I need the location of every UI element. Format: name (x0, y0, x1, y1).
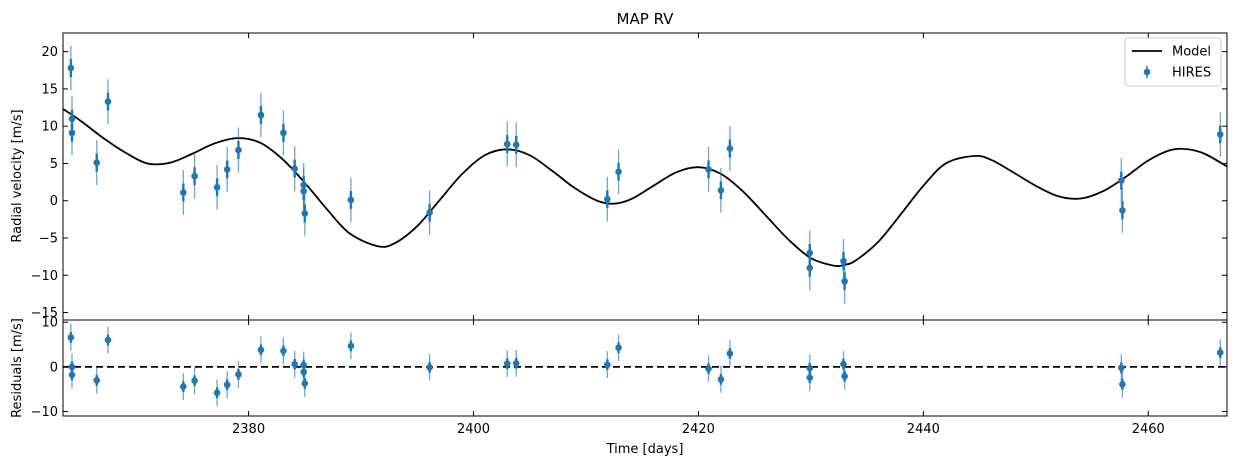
residuals-ticks: −10 0 10 2380 2400 2420 2440 2460 (31, 316, 1227, 437)
x-tick-label: 2380 (232, 422, 265, 437)
residuals-y-axis-label: Residuals [m/s] (10, 318, 25, 418)
data-point (213, 389, 221, 397)
data-point (604, 195, 611, 203)
data-point (213, 184, 221, 191)
data-point (604, 361, 611, 368)
y-tick-label: 0 (50, 360, 58, 375)
data-point (503, 360, 511, 368)
residuals-panel: −10 0 10 2380 2400 2420 2440 2460 Residuals [m/… (10, 316, 1228, 457)
data-point (67, 334, 75, 341)
residuals-axes-frame (62, 319, 1228, 417)
data-point (615, 344, 622, 351)
model-curve (62, 108, 1228, 267)
data-point (223, 381, 231, 389)
data-point (291, 360, 298, 368)
data-point (1216, 349, 1224, 356)
data-point (68, 129, 76, 137)
y-tick-label: −10 (31, 269, 58, 284)
legend-hires-label: HIRES (1172, 66, 1211, 81)
chart-title: MAP RV (617, 10, 675, 28)
data-point (717, 186, 725, 194)
data-point (291, 165, 298, 172)
data-point (1119, 380, 1126, 388)
data-point (300, 368, 307, 376)
data-point (840, 257, 847, 265)
data-point (705, 166, 712, 173)
data-point (257, 111, 265, 119)
data-point (426, 209, 433, 216)
data-point (841, 372, 848, 380)
data-point (257, 346, 265, 354)
y-tick-label: −15 (31, 306, 58, 321)
data-point (180, 383, 187, 390)
residuals-points (67, 324, 1224, 407)
y-tick-label: −10 (31, 405, 58, 420)
data-point (300, 187, 307, 195)
rv-model (62, 108, 1228, 267)
data-point (1117, 364, 1125, 372)
rv-points (67, 45, 1224, 304)
data-point (93, 159, 101, 167)
data-point (426, 364, 433, 371)
data-point (503, 140, 511, 148)
data-point (301, 210, 309, 217)
data-point (68, 371, 76, 379)
y-tick-label: 5 (50, 157, 58, 172)
data-point (512, 360, 520, 367)
data-point (705, 365, 712, 372)
rv-panel: −15 −10 −5 0 5 10 15 20 MAP RV Radial velocity … (10, 10, 1228, 321)
data-point (301, 380, 309, 387)
legend: Model HIRES (1124, 37, 1222, 87)
data-point (280, 347, 287, 355)
legend-hires-swatch-point (1143, 68, 1151, 76)
data-point (235, 371, 242, 378)
data-point (104, 336, 112, 344)
data-point (280, 129, 287, 137)
data-point (840, 360, 847, 368)
data-point (1117, 177, 1125, 184)
data-point (1216, 131, 1224, 138)
data-point (191, 377, 198, 385)
data-point (235, 146, 242, 154)
x-tick-label: 2400 (457, 422, 490, 437)
data-point (104, 98, 112, 105)
rv-y-axis-label: Radial velocity [m/s] (10, 109, 25, 242)
x-tick-label: 2420 (682, 422, 715, 437)
data-point (726, 350, 734, 357)
x-tick-label: 2440 (907, 422, 940, 437)
data-point (347, 196, 355, 204)
legend-model-label: Model (1172, 45, 1211, 60)
data-point (191, 172, 198, 180)
data-point (93, 376, 101, 384)
x-tick-label: 2460 (1132, 422, 1165, 437)
data-point (806, 374, 814, 381)
data-point (726, 145, 734, 152)
data-point (806, 264, 814, 272)
data-point (180, 189, 187, 196)
data-point (67, 64, 75, 72)
y-tick-label: 20 (41, 45, 58, 60)
data-point (615, 168, 622, 175)
data-point (1119, 207, 1126, 214)
rv-ticks: −15 −10 −5 0 5 10 15 20 (31, 33, 1227, 321)
data-point (717, 376, 725, 383)
y-tick-label: 10 (41, 120, 58, 135)
data-point (223, 166, 231, 173)
data-point (841, 277, 848, 285)
data-point (347, 342, 355, 350)
x-axis-label: Time [days] (606, 442, 684, 457)
y-tick-label: −5 (39, 232, 58, 247)
y-tick-label: 15 (41, 82, 58, 97)
y-tick-label: 0 (50, 194, 58, 209)
y-tick-label: 10 (41, 316, 58, 331)
data-point (512, 141, 520, 149)
